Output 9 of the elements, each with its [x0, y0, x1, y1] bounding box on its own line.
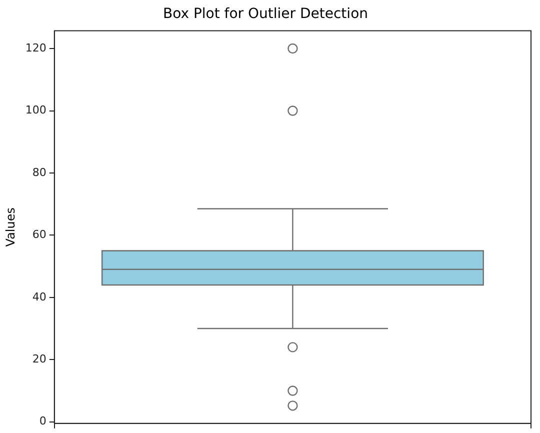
y-tick-label: 0 [39, 414, 46, 428]
y-tick-label: 120 [25, 41, 46, 54]
y-tick-label: 80 [32, 166, 46, 179]
chart-title: Box Plot for Outlier Detection [162, 6, 368, 22]
y-tick-label: 20 [32, 352, 46, 366]
y-tick-label: 60 [32, 228, 46, 242]
y-tick-label: 100 [25, 104, 46, 117]
y-tick-label: 40 [32, 290, 46, 304]
y-axis-title: Values [3, 207, 18, 247]
